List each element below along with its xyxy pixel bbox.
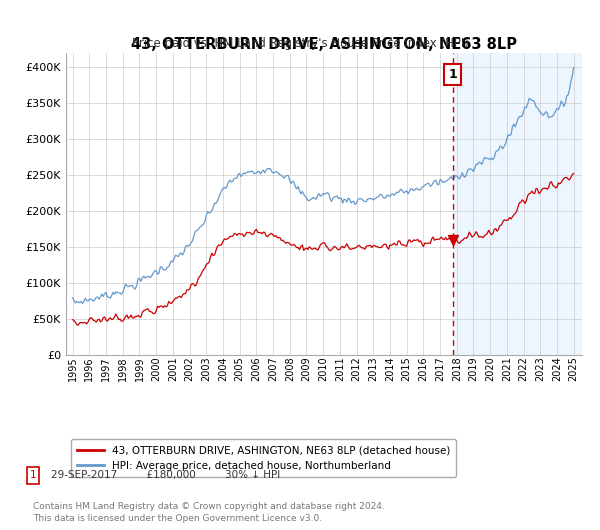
Legend: 43, OTTERBURN DRIVE, ASHINGTON, NE63 8LP (detached house), HPI: Average price, d: 43, OTTERBURN DRIVE, ASHINGTON, NE63 8LP…: [71, 439, 457, 477]
Title: 43, OTTERBURN DRIVE, ASHINGTON, NE63 8LP: 43, OTTERBURN DRIVE, ASHINGTON, NE63 8LP: [131, 37, 517, 52]
Text: 1: 1: [448, 68, 457, 81]
Text: Price paid vs. HM Land Registry's House Price Index (HPI): Price paid vs. HM Land Registry's House …: [131, 37, 469, 50]
Text: 1: 1: [29, 471, 37, 480]
Bar: [452, 53, 582, 355]
Text: Contains HM Land Registry data © Crown copyright and database right 2024.
This d: Contains HM Land Registry data © Crown c…: [33, 502, 385, 523]
Text: 29-SEP-2017         £180,000         30% ↓ HPI: 29-SEP-2017 £180,000 30% ↓ HPI: [51, 471, 280, 480]
